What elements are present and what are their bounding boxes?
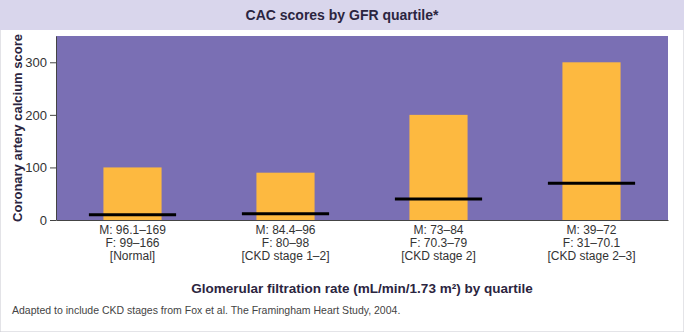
x-tick-label-line: [CKD stage 2–3] xyxy=(547,249,635,263)
median-line xyxy=(242,212,329,215)
x-tick-label-line: [Normal] xyxy=(110,249,155,263)
x-tick-label: M: 73–84F: 70.3–79[CKD stage 2] xyxy=(401,223,476,263)
x-tick-label-line: F: 99–166 xyxy=(105,236,159,250)
x-tick-label: M: 96.1–169F: 99–166[Normal] xyxy=(99,223,166,263)
y-tick: 300 xyxy=(25,55,56,70)
x-tick: M: 84.4–96F: 80–98[CKD stage 1–2] xyxy=(241,220,329,263)
x-tick-label-line: [CKD stage 2] xyxy=(401,249,476,263)
median-line xyxy=(89,213,176,216)
x-tick-label-line: M: 39–72 xyxy=(566,223,616,237)
bar xyxy=(562,62,620,220)
y-tick-label: 0 xyxy=(40,213,47,228)
x-tick-label-line: M: 73–84 xyxy=(413,223,463,237)
background xyxy=(0,0,684,332)
x-axis: M: 96.1–169F: 99–166[Normal]M: 84.4–96F:… xyxy=(57,220,669,263)
marks xyxy=(89,62,635,220)
y-axis-title: Coronary artery calcium score xyxy=(10,34,25,222)
title-bar xyxy=(0,0,684,30)
y-tick-label: 200 xyxy=(25,108,47,123)
x-tick: M: 73–84F: 70.3–79[CKD stage 2] xyxy=(401,220,476,263)
x-tick-label-line: F: 70.3–79 xyxy=(410,236,468,250)
y-axis: 0 100 200 300 xyxy=(25,37,56,228)
x-tick-label-line: [CKD stage 1–2] xyxy=(241,249,329,263)
x-tick-label: M: 39–72F: 31–70.1[CKD stage 2–3] xyxy=(547,223,635,263)
y-tick-mark xyxy=(50,115,56,116)
y-tick-mark xyxy=(50,62,56,63)
x-axis-title: Glomerular filtration rate (mL/min/1.73 … xyxy=(191,281,533,296)
x-tick-label: M: 84.4–96F: 80–98[CKD stage 1–2] xyxy=(241,223,329,263)
x-tick-label-line: F: 31–70.1 xyxy=(563,236,621,250)
bar xyxy=(103,167,161,220)
plot-area xyxy=(56,36,668,220)
x-tick: M: 39–72F: 31–70.1[CKD stage 2–3] xyxy=(547,220,635,263)
title: CAC scores by GFR quartile* xyxy=(246,7,439,23)
footnote: Adapted to include CKD stages from Fox e… xyxy=(12,304,400,316)
y-tick-mark xyxy=(50,167,56,168)
y-tick-label: 100 xyxy=(25,160,47,175)
x-tick-label-line: M: 84.4–96 xyxy=(255,223,315,237)
y-tick-label: 300 xyxy=(25,55,47,70)
y-tick-mark xyxy=(50,220,56,221)
x-tick-label-line: F: 80–98 xyxy=(262,236,310,250)
y-axis-line xyxy=(56,37,57,221)
chart: CAC scores by GFR quartile* 0 100 200 300 M: … xyxy=(0,0,684,332)
y-tick: 0 xyxy=(40,213,56,228)
median-line xyxy=(548,182,635,185)
bar xyxy=(409,115,467,220)
y-tick: 200 xyxy=(25,108,56,123)
y-tick: 100 xyxy=(25,160,56,175)
median-line xyxy=(395,197,482,200)
x-tick-label-line: M: 96.1–169 xyxy=(99,223,166,237)
x-axis-line xyxy=(57,220,669,221)
x-tick: M: 96.1–169F: 99–166[Normal] xyxy=(99,220,166,263)
